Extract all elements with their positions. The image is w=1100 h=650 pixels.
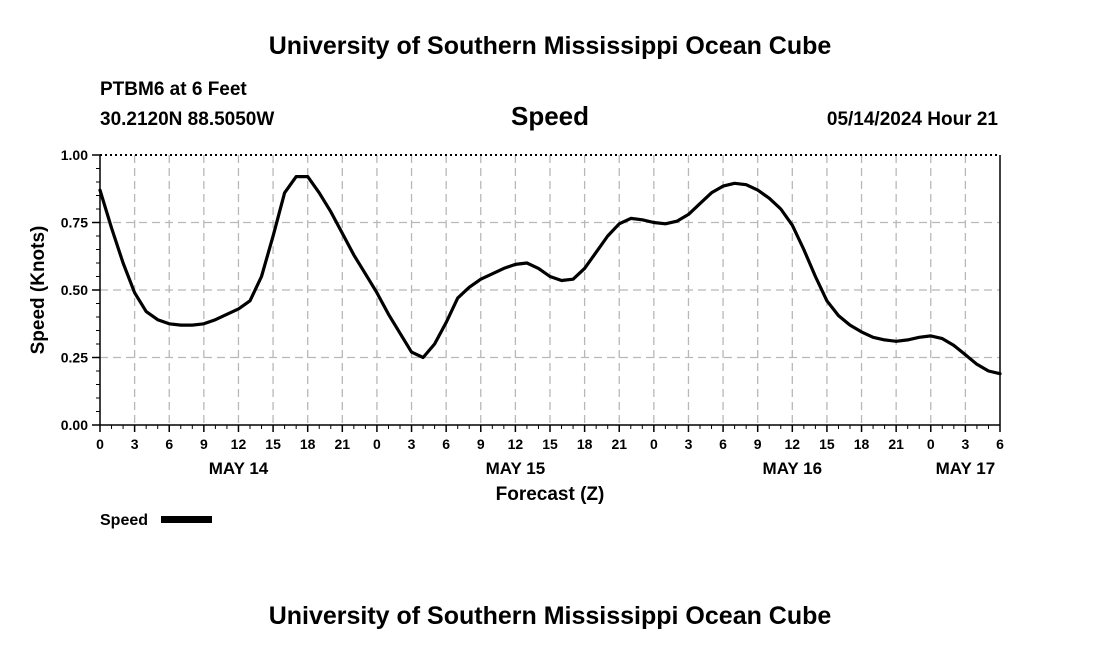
- legend: Speed: [100, 512, 212, 529]
- date-labels: MAY 14 MAY 15 MAY 16 MAY 17: [209, 459, 995, 478]
- y-axis-ticks: 0.00 0.25 0.50 0.75 1.00: [61, 147, 100, 433]
- x-tick-label: 6: [165, 436, 173, 452]
- x-tick-label: 12: [231, 436, 247, 452]
- x-tick-label: 3: [685, 436, 693, 452]
- x-tick-label: 6: [719, 436, 727, 452]
- date-label: MAY 15: [486, 459, 546, 478]
- x-tick-label: 21: [611, 436, 627, 452]
- x-tick-label: 18: [300, 436, 316, 452]
- x-tick-label: 9: [477, 436, 485, 452]
- chart-title: Speed: [511, 101, 589, 131]
- x-tick-label: 6: [442, 436, 450, 452]
- x-tick-label: 9: [754, 436, 762, 452]
- forecast-timestamp: 05/14/2024 Hour 21: [827, 109, 999, 130]
- legend-swatch: [161, 516, 212, 523]
- x-tick-label: 15: [819, 436, 835, 452]
- station-label: PTBM6 at 6 Feet: [100, 79, 247, 100]
- date-label: MAY 14: [209, 459, 269, 478]
- x-tick-label: 15: [265, 436, 281, 452]
- y-tick-label: 0.00: [61, 417, 88, 433]
- x-tick-label: 15: [542, 436, 558, 452]
- y-tick-label: 0.50: [61, 282, 88, 298]
- x-axis-label: Forecast (Z): [496, 484, 605, 505]
- footer-title: University of Southern Mississippi Ocean…: [269, 602, 832, 630]
- x-tick-label: 12: [785, 436, 801, 452]
- x-tick-label: 3: [408, 436, 416, 452]
- x-tick-label: 0: [96, 436, 104, 452]
- station-coordinates: 30.2120N 88.5050W: [100, 109, 274, 130]
- x-tick-label: 0: [927, 436, 935, 452]
- x-tick-label: 0: [650, 436, 658, 452]
- x-tick-label: 12: [508, 436, 524, 452]
- x-tick-label: 6: [996, 436, 1004, 452]
- date-label: MAY 16: [763, 459, 823, 478]
- y-tick-label: 0.25: [61, 350, 88, 366]
- x-tick-label: 3: [961, 436, 969, 452]
- x-tick-label: 3: [131, 436, 139, 452]
- date-label: MAY 17: [936, 459, 996, 478]
- grid-lines: [100, 155, 1000, 425]
- y-axis-label: Speed (Knots): [28, 226, 49, 355]
- x-tick-label: 18: [854, 436, 870, 452]
- page-title: University of Southern Mississippi Ocean…: [269, 32, 832, 60]
- x-tick-label: 21: [335, 436, 351, 452]
- x-tick-label: 18: [577, 436, 593, 452]
- x-tick-label: 0: [373, 436, 381, 452]
- x-axis-ticks: 0 3 6 9 12 15 18 21 0 3 6 9 12 15 18 21 0 3 6 9 12 15 18 21 0 3 6: [96, 425, 1004, 452]
- y-tick-label: 1.00: [61, 147, 88, 163]
- y-tick-label: 0.75: [61, 215, 88, 231]
- legend-label: Speed: [100, 512, 148, 529]
- x-tick-label: 9: [200, 436, 208, 452]
- speed-series-line: [98, 175, 1002, 376]
- x-tick-label: 21: [888, 436, 904, 452]
